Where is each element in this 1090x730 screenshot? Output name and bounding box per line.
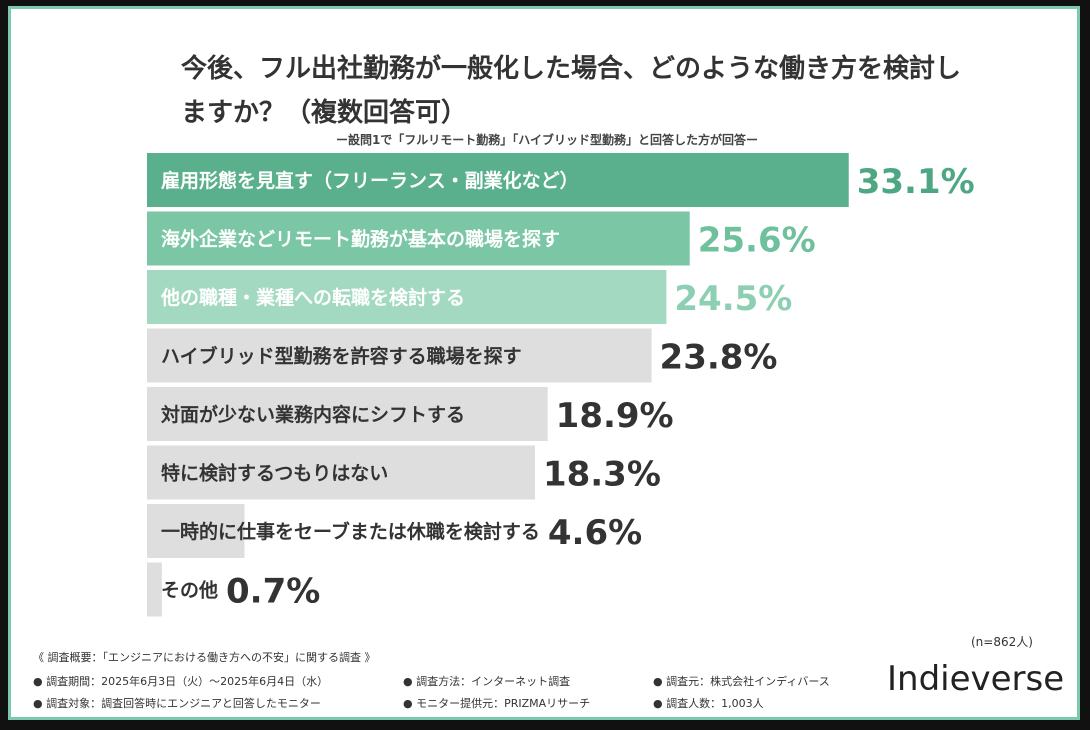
bar-value-label: 18.3% [543,455,661,495]
bar [147,387,548,441]
bar [147,562,162,617]
brand-logo: Indieverse [887,659,1065,699]
bar [147,270,667,324]
bar-value-label: 24.5% [674,279,792,319]
survey-overview: 《 調査概要：「エンジニアにおける働き方への不安」に関する調査 》 [33,651,376,664]
bar-category-label: 一時的に仕事をセーブまたは休職を検討する [161,520,540,543]
chart-card: 今後、フル出社勤務が一般化した場合、どのような働き方を検討しますか？（複数回答可… [8,6,1080,720]
bar-category-label: 他の職種・業種への転職を検討する [160,286,465,309]
survey-provider: ● モニター提供元：PRIZMAリサーチ [403,697,591,710]
survey-method: ● 調査方法：インターネット調査 [403,675,571,688]
survey-count: ● 調査人数：1,003人 [653,697,764,710]
bar [147,211,690,266]
sample-size-note: (n=862人) [971,635,1033,649]
bar-value-label: 0.7% [226,572,320,612]
survey-period: ● 調査期間：2025年6月3日（火）〜2025年6月4日（水） [33,675,329,688]
chart-title: 今後、フル出社勤務が一般化した場合、どのような働き方を検討しますか？（複数回答可… [181,54,962,128]
bar-category-label: ハイブリッド型勤務を許容する職場を探す [161,345,522,368]
bar-value-label: 33.1% [857,162,975,202]
bar-category-label: 特に検討するつもりはない [161,462,388,485]
bar-value-label: 25.6% [698,221,816,261]
bar [147,153,849,207]
bar-value-label: 4.6% [548,513,642,553]
bar-category-label: 海外企業などリモート勤務が基本の職場を探す [161,228,560,251]
bar-value-label: 23.8% [660,338,778,378]
bar [147,504,245,558]
bar-chart: 雇用形態を見直す（フリーランス・副業化など） 33.1% 海外企業などリモート勤務が… [147,153,975,617]
bar-category-label: その他 [161,579,218,602]
bar-category-label: 対面が少ない業務内容にシフトする [160,403,465,426]
bar-value-label: 18.9% [556,396,674,436]
bar [147,445,535,500]
bar-category-label: 雇用形態を見直す（フリーランス・副業化など） [161,169,579,192]
chart-subtitle: ー設問1で「フルリモート勤務」「ハイブリッド型勤務」と回答した方が回答ー [335,133,759,147]
survey-source: ● 調査元：株式会社インディバース [653,675,830,688]
survey-target: ● 調査対象：調査回答時にエンジニアと回答したモニター [33,697,321,710]
bar [147,328,652,383]
